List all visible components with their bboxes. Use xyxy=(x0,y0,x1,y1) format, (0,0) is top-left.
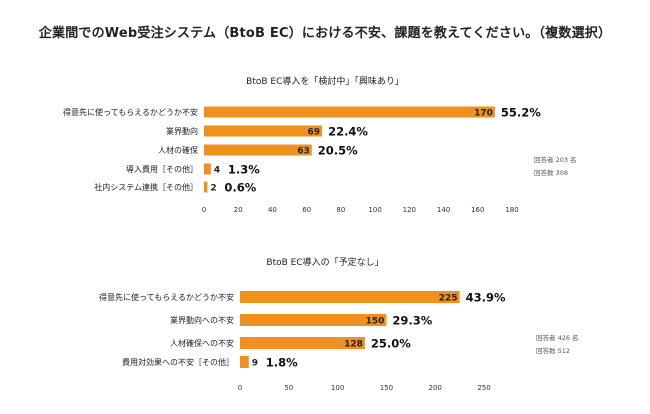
page-title: 企業間でのWeb受注システム（BtoB EC）における不安、課題を教えてください… xyxy=(38,26,612,41)
data-label: 170 xyxy=(474,109,493,119)
category-label: 得意先に使ってもらえるかどうか不安 xyxy=(99,292,234,302)
category-label: 費用対効果への不安［その他］ xyxy=(122,357,234,367)
bar xyxy=(204,181,208,193)
data-label: 2 xyxy=(210,184,216,194)
data-label: 4 xyxy=(214,166,220,176)
x-tick-label: 160 xyxy=(471,206,484,214)
category-label: 導入費用［その他］ xyxy=(126,164,198,174)
percentage-label: 20.5% xyxy=(318,144,358,158)
bar xyxy=(204,125,323,137)
bar xyxy=(204,163,211,175)
x-tick-label: 80 xyxy=(336,206,345,214)
chart-title: BtoB EC導入の「予定なし」 xyxy=(266,256,383,268)
x-tick-label: 200 xyxy=(429,384,442,392)
bar xyxy=(240,291,460,303)
category-label: 得意先に使ってもらえるかどうか不安 xyxy=(63,107,198,117)
category-label: 業界動向 xyxy=(166,126,198,136)
data-label: 128 xyxy=(344,340,363,350)
x-tick-label: 0 xyxy=(202,206,206,214)
respondent-note: 回答数 308 xyxy=(534,168,568,177)
category-label: 人材の確保 xyxy=(158,145,198,155)
bar xyxy=(240,314,387,326)
x-tick-label: 100 xyxy=(368,206,381,214)
data-label: 63 xyxy=(297,147,310,157)
percentage-label: 22.4% xyxy=(328,125,368,139)
x-tick-label: 20 xyxy=(234,206,243,214)
x-tick-label: 0 xyxy=(238,384,242,392)
percentage-label: 25.0% xyxy=(371,337,411,351)
x-tick-label: 150 xyxy=(380,384,393,392)
data-label: 225 xyxy=(439,294,458,304)
bar xyxy=(204,106,495,118)
percentage-label: 55.2% xyxy=(501,106,541,120)
chart-1: BtoB EC導入を「検討中」「興味あり」得意先に使ってもらえるかどうか不安 17… xyxy=(63,75,577,214)
x-tick-label: 50 xyxy=(284,384,293,392)
bar xyxy=(240,337,365,349)
chart-2: BtoB EC導入の「予定なし」得意先に使ってもらえるかどうか不安 225 43.9… xyxy=(99,256,579,392)
respondent-note: 回答者 203 名 xyxy=(534,155,577,164)
bar xyxy=(240,356,249,368)
percentage-label: 29.3% xyxy=(392,314,432,328)
category-label: 人材確保への不安 xyxy=(170,338,234,348)
x-tick-label: 40 xyxy=(268,206,277,214)
respondent-note: 回答者 426 名 xyxy=(536,333,579,342)
category-label: 社内システム連携［その他］ xyxy=(94,182,198,192)
x-tick-label: 60 xyxy=(302,206,311,214)
x-tick-label: 120 xyxy=(403,206,416,214)
x-tick-label: 180 xyxy=(505,206,518,214)
category-label: 業界動向への不安 xyxy=(170,315,234,325)
chart-title: BtoB EC導入を「検討中」「興味あり」 xyxy=(246,75,404,87)
bar xyxy=(204,144,312,156)
percentage-label: 43.9% xyxy=(466,291,506,305)
data-label: 69 xyxy=(308,128,321,138)
percentage-label: 1.3% xyxy=(228,163,260,177)
data-label: 9 xyxy=(252,359,258,369)
x-tick-label: 140 xyxy=(437,206,450,214)
x-tick-label: 100 xyxy=(331,384,344,392)
percentage-label: 1.8% xyxy=(266,356,298,370)
x-tick-label: 250 xyxy=(477,384,490,392)
respondent-note: 回答数 512 xyxy=(536,346,570,355)
percentage-label: 0.6% xyxy=(224,181,256,195)
data-label: 150 xyxy=(366,317,385,327)
